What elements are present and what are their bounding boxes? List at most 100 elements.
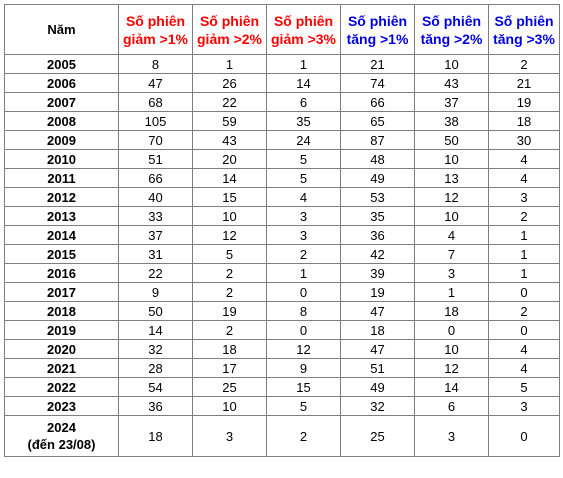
cell-year: 2010 xyxy=(4,149,119,169)
header-up-3pct: Số phiên tăng >3% xyxy=(488,4,560,55)
cell-up-1pct: 18 xyxy=(340,320,415,340)
cell-down-1pct: 66 xyxy=(118,168,193,188)
header-up-1pct: Số phiên tăng >1% xyxy=(340,4,415,55)
cell-year: 2007 xyxy=(4,92,119,112)
cell-year: 2014 xyxy=(4,225,119,245)
table-row: 2014 37 12 3 36 4 1 xyxy=(4,225,560,245)
cell-up-3pct: 3 xyxy=(488,187,560,207)
cell-up-2pct: 10 xyxy=(414,206,489,226)
cell-down-2pct: 43 xyxy=(192,130,267,150)
cell-year: 2005 xyxy=(4,54,119,74)
table-row: 2017 9 2 0 19 1 0 xyxy=(4,282,560,302)
cell-down-3pct: 35 xyxy=(266,111,341,131)
cell-up-3pct: 5 xyxy=(488,377,560,397)
cell-down-3pct: 6 xyxy=(266,92,341,112)
cell-up-1pct: 87 xyxy=(340,130,415,150)
cell-year: 2020 xyxy=(4,339,119,359)
cell-down-3pct: 0 xyxy=(266,320,341,340)
table-row: 2018 50 19 8 47 18 2 xyxy=(4,301,560,321)
cell-year: 2021 xyxy=(4,358,119,378)
cell-down-1pct: 40 xyxy=(118,187,193,207)
cell-up-3pct: 18 xyxy=(488,111,560,131)
cell-down-3pct: 9 xyxy=(266,358,341,378)
cell-up-3pct: 0 xyxy=(488,282,560,302)
cell-up-1pct: 32 xyxy=(340,396,415,416)
cell-down-3pct: 5 xyxy=(266,168,341,188)
cell-down-2pct: 10 xyxy=(192,396,267,416)
cell-up-2pct: 12 xyxy=(414,358,489,378)
cell-up-3pct: 4 xyxy=(488,339,560,359)
cell-up-2pct: 50 xyxy=(414,130,489,150)
cell-up-3pct: 4 xyxy=(488,168,560,188)
cell-up-2pct: 10 xyxy=(414,54,489,74)
cell-down-1pct: 36 xyxy=(118,396,193,416)
cell-up-1pct: 25 xyxy=(340,415,415,457)
table-row-2024: 2024 (đến 23/08) 18 3 2 25 3 0 xyxy=(4,415,560,457)
cell-down-3pct: 3 xyxy=(266,225,341,245)
cell-up-3pct: 21 xyxy=(488,73,560,93)
header-down-2pct: Số phiên giảm >2% xyxy=(192,4,267,55)
cell-up-3pct: 2 xyxy=(488,206,560,226)
cell-year: 2019 xyxy=(4,320,119,340)
cell-down-2pct: 59 xyxy=(192,111,267,131)
cell-up-1pct: 65 xyxy=(340,111,415,131)
cell-up-1pct: 35 xyxy=(340,206,415,226)
cell-down-1pct: 31 xyxy=(118,244,193,264)
cell-up-2pct: 6 xyxy=(414,396,489,416)
header-up-2pct: Số phiên tăng >2% xyxy=(414,4,489,55)
cell-down-2pct: 17 xyxy=(192,358,267,378)
cell-up-2pct: 10 xyxy=(414,339,489,359)
cell-up-2pct: 3 xyxy=(414,415,489,457)
table-row: 2011 66 14 5 49 13 4 xyxy=(4,168,560,188)
cell-down-1pct: 8 xyxy=(118,54,193,74)
header-year: Năm xyxy=(4,4,119,55)
cell-up-3pct: 19 xyxy=(488,92,560,112)
cell-down-2pct: 1 xyxy=(192,54,267,74)
cell-year: 2009 xyxy=(4,130,119,150)
cell-down-3pct: 1 xyxy=(266,263,341,283)
cell-down-3pct: 0 xyxy=(266,282,341,302)
cell-year: 2011 xyxy=(4,168,119,188)
cell-down-1pct: 32 xyxy=(118,339,193,359)
table-row: 2010 51 20 5 48 10 4 xyxy=(4,149,560,169)
cell-up-3pct: 2 xyxy=(488,301,560,321)
header-down-3pct: Số phiên giảm >3% xyxy=(266,4,341,55)
cell-down-1pct: 18 xyxy=(118,415,193,457)
cell-down-3pct: 4 xyxy=(266,187,341,207)
cell-up-3pct: 1 xyxy=(488,263,560,283)
cell-up-1pct: 21 xyxy=(340,54,415,74)
table-row: 2020 32 18 12 47 10 4 xyxy=(4,339,560,359)
header-down-1pct: Số phiên giảm >1% xyxy=(118,4,193,55)
cell-down-1pct: 51 xyxy=(118,149,193,169)
cell-down-2pct: 12 xyxy=(192,225,267,245)
cell-down-3pct: 1 xyxy=(266,54,341,74)
cell-up-2pct: 10 xyxy=(414,149,489,169)
cell-down-1pct: 22 xyxy=(118,263,193,283)
cell-down-2pct: 10 xyxy=(192,206,267,226)
cell-down-3pct: 3 xyxy=(266,206,341,226)
cell-up-2pct: 37 xyxy=(414,92,489,112)
cell-up-2pct: 4 xyxy=(414,225,489,245)
cell-down-1pct: 37 xyxy=(118,225,193,245)
cell-down-3pct: 12 xyxy=(266,339,341,359)
cell-down-2pct: 26 xyxy=(192,73,267,93)
cell-year: 2018 xyxy=(4,301,119,321)
cell-year: 2008 xyxy=(4,111,119,131)
cell-year: 2012 xyxy=(4,187,119,207)
cell-up-1pct: 51 xyxy=(340,358,415,378)
table-row: 2008 105 59 35 65 38 18 xyxy=(4,111,560,131)
table-row: 2016 22 2 1 39 3 1 xyxy=(4,263,560,283)
cell-up-2pct: 43 xyxy=(414,73,489,93)
cell-up-3pct: 1 xyxy=(488,244,560,264)
cell-down-1pct: 50 xyxy=(118,301,193,321)
cell-down-1pct: 9 xyxy=(118,282,193,302)
cell-down-2pct: 25 xyxy=(192,377,267,397)
cell-down-3pct: 15 xyxy=(266,377,341,397)
table-body: 2005 8 1 1 21 10 2 2006 47 26 14 74 43 21 2007 68 22 6 66 3… xyxy=(4,54,560,457)
cell-up-1pct: 49 xyxy=(340,168,415,188)
cell-down-2pct: 2 xyxy=(192,320,267,340)
cell-down-1pct: 68 xyxy=(118,92,193,112)
cell-up-2pct: 38 xyxy=(414,111,489,131)
cell-down-2pct: 2 xyxy=(192,263,267,283)
cell-year: 2022 xyxy=(4,377,119,397)
